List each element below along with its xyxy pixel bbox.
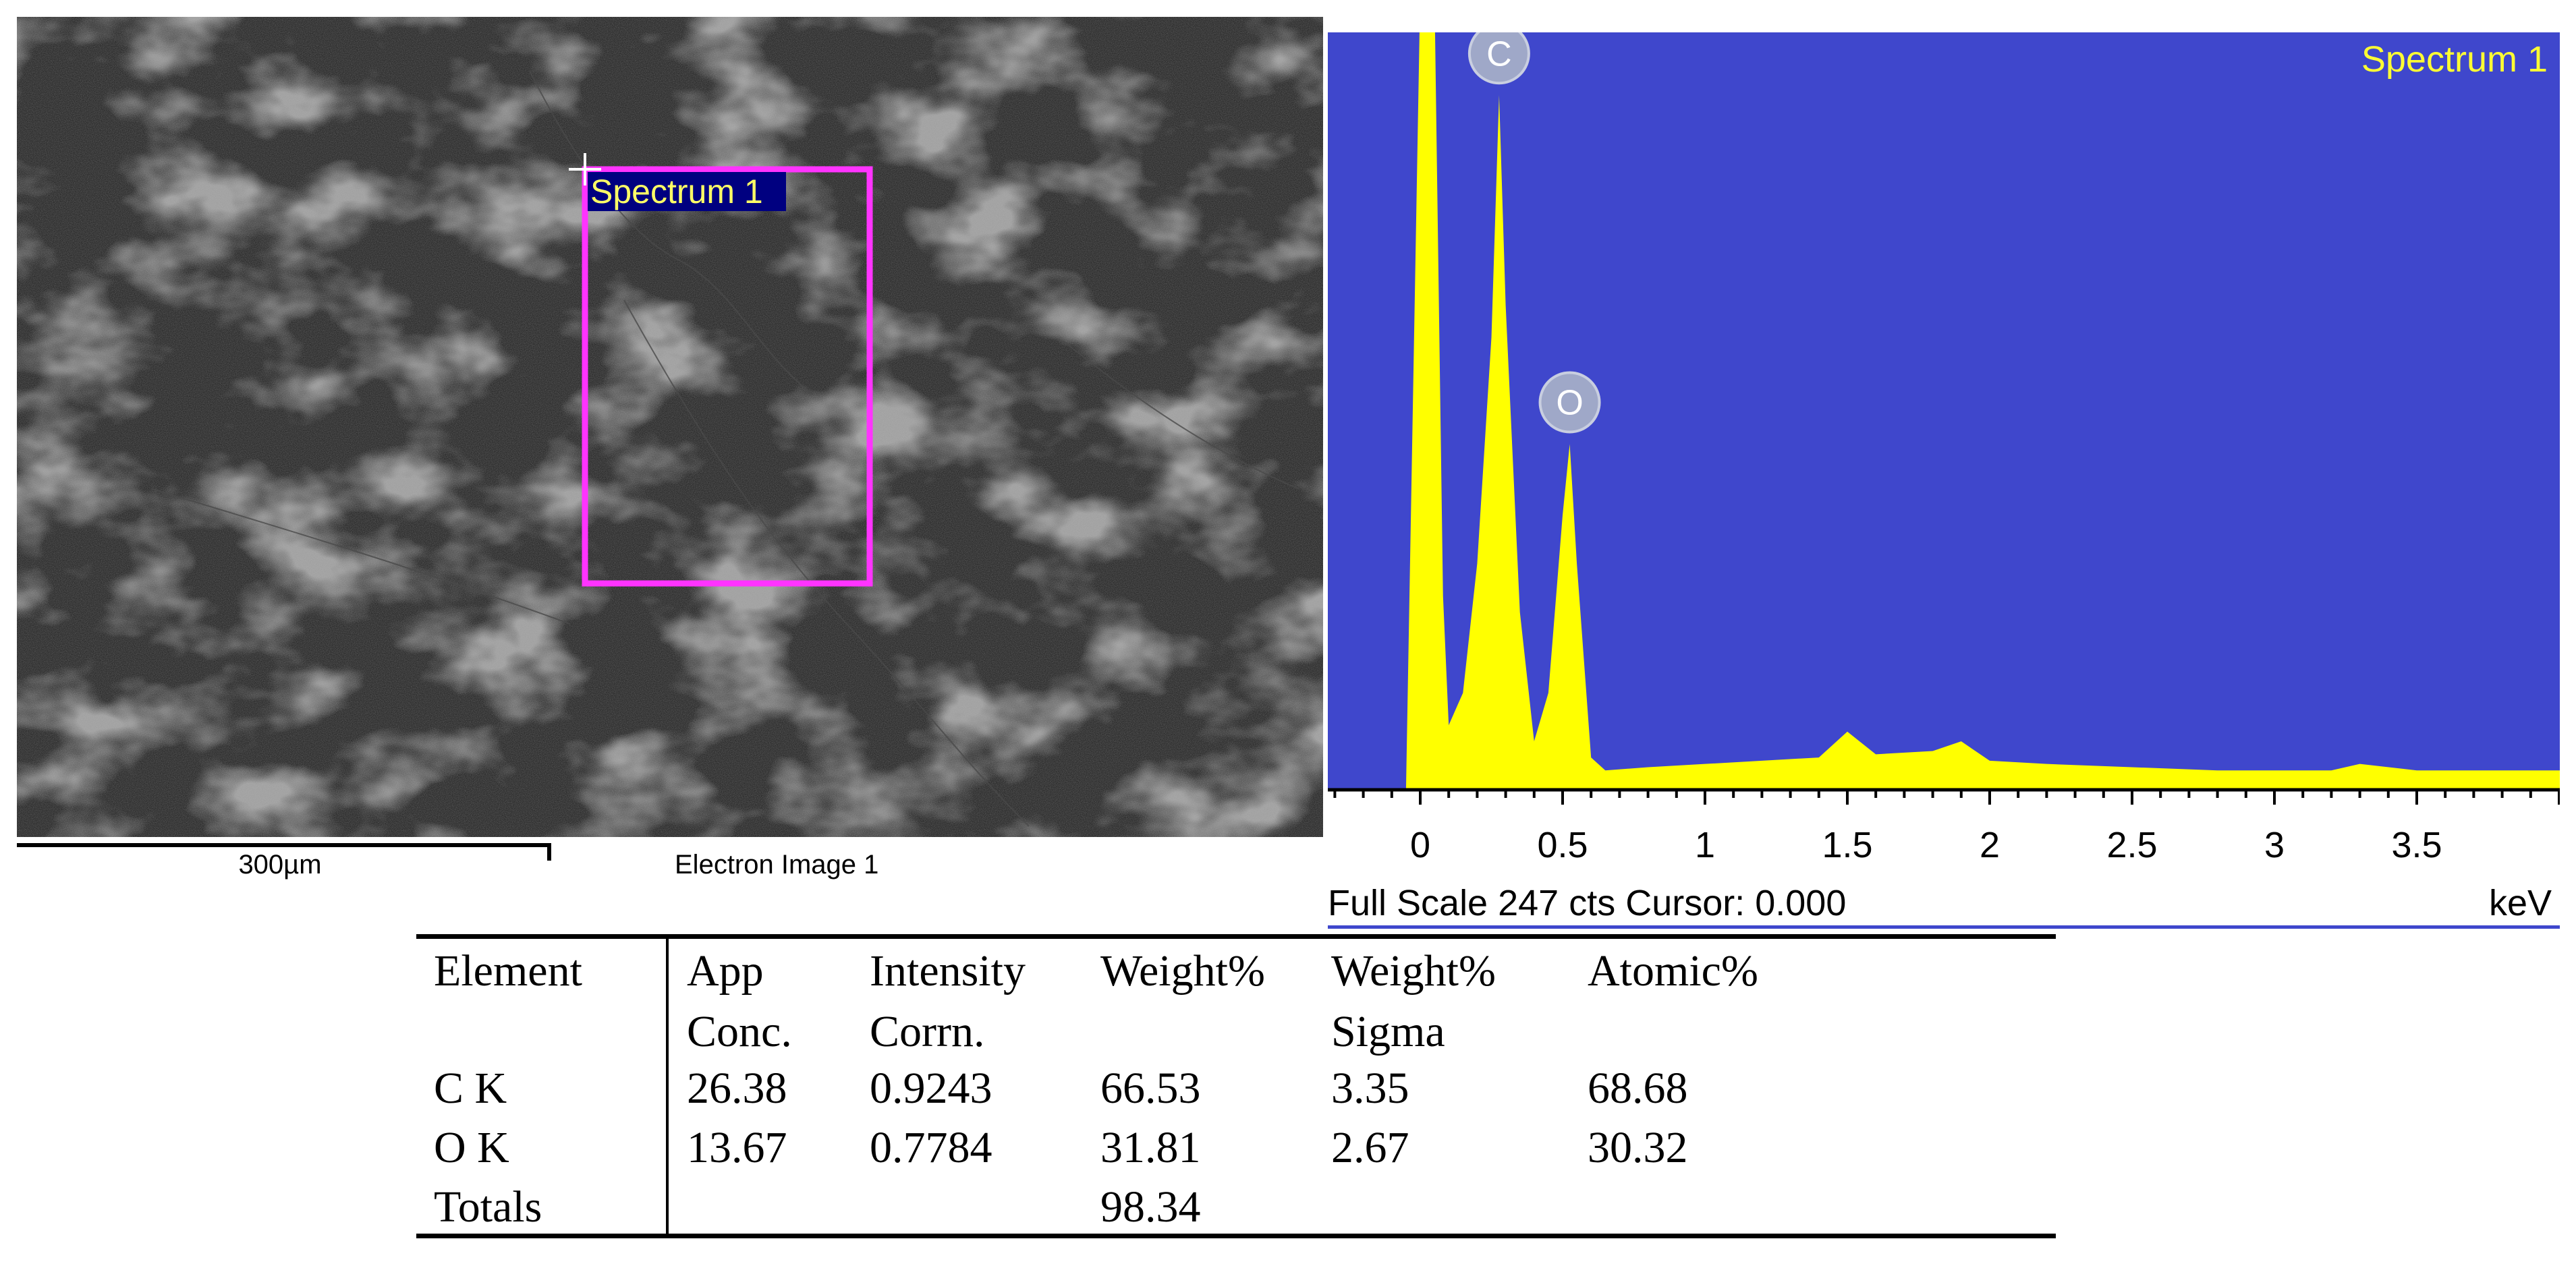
table-header: Element	[434, 946, 582, 996]
table-header: Weight%	[1100, 946, 1265, 996]
spectrum-trace	[1405, 32, 2560, 790]
table-cell: 26.38	[687, 1064, 787, 1113]
spectrum-selection[interactable]: Spectrum 1	[569, 153, 873, 587]
x-tick-label: 1.5	[1822, 825, 1872, 865]
table-cell: 0.7784	[870, 1123, 992, 1172]
spectrum-underline	[1328, 925, 2560, 929]
x-tick-label: 0.5	[1537, 825, 1588, 865]
table-header: Intensity	[870, 946, 1026, 996]
x-unit-label: keV	[2488, 883, 2552, 923]
x-tick-label: 2	[1980, 825, 2000, 865]
table-cell: C K	[434, 1064, 507, 1113]
table-cell: 31.81	[1100, 1123, 1201, 1172]
table-cell: 66.53	[1100, 1064, 1201, 1113]
x-tick-label: 3	[2264, 825, 2285, 865]
table-header: Atomic%	[1588, 946, 1758, 996]
image-caption: Electron Image 1	[675, 850, 879, 880]
spectrum-footer: Full Scale 247 cts Cursor: 0.000 keV	[1328, 877, 2560, 924]
scale-bar	[17, 843, 551, 847]
table-cell: Totals	[434, 1182, 542, 1232]
table-cell: 3.35	[1331, 1064, 1409, 1113]
peak-label-o: O	[1538, 371, 1601, 434]
table-header: App	[687, 946, 764, 996]
scale-bar-tick	[547, 843, 551, 861]
spectrum-title: Spectrum 1	[2361, 39, 2548, 80]
table-cell: O K	[434, 1123, 509, 1172]
svg-text:O: O	[1556, 384, 1583, 423]
x-tick-label: 2.5	[2106, 825, 2157, 865]
table-cell: 13.67	[687, 1123, 787, 1172]
svg-text:C: C	[1486, 34, 1512, 74]
table-header-subline: Sigma	[1331, 1007, 1445, 1056]
table-header-subline: Corrn.	[870, 1007, 985, 1056]
table-column-divider	[666, 934, 669, 1236]
table-cell: 0.9243	[870, 1064, 992, 1113]
table-cell: 2.67	[1331, 1123, 1409, 1172]
crosshair-icon	[569, 153, 601, 185]
scale-bar-label: 300µm	[238, 850, 322, 880]
x-tick-label: 0	[1410, 825, 1430, 865]
table-top-rule	[416, 934, 2056, 939]
table-cell: 68.68	[1588, 1064, 1688, 1113]
full-scale-readout: Full Scale 247 cts Cursor: 0.000	[1328, 883, 1847, 923]
table-header-subline: Conc.	[687, 1007, 792, 1056]
plot-background	[1328, 32, 2560, 790]
table-header: Weight%	[1331, 946, 1496, 996]
selection-label: Spectrum 1	[590, 173, 763, 210]
electron-image: Spectrum 1	[17, 17, 1323, 837]
table-cell: 30.32	[1588, 1123, 1688, 1172]
table-bottom-rule	[416, 1234, 2056, 1238]
eds-spectrum-chart[interactable]: C O 0 0.5 1 1.5 2 2.5 3 3.5 Spectrum 1	[1328, 32, 2560, 928]
x-tick-label: 1	[1695, 825, 1715, 865]
table-cell: 98.34	[1100, 1182, 1201, 1232]
peak-label-c: C	[1467, 32, 1530, 85]
x-tick-label: 3.5	[2391, 825, 2442, 865]
